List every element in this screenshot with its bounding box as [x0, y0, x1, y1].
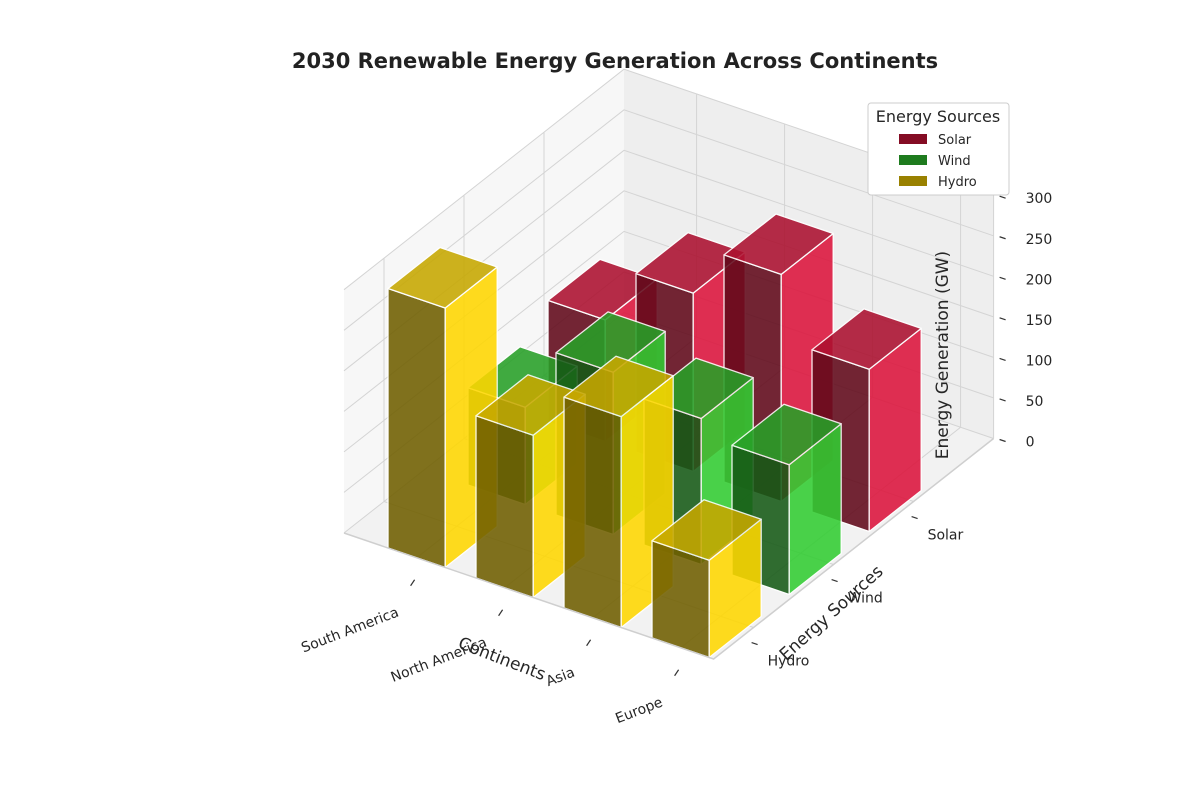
bar-top-face — [387, 246, 498, 309]
x-tick — [498, 609, 504, 617]
x-axis-label: Continents — [455, 634, 548, 686]
legend-swatch-hydro — [899, 176, 927, 186]
y-tick — [751, 641, 758, 646]
x-tick — [586, 639, 592, 647]
z-tick-label: 250 — [1026, 232, 1053, 248]
legend-items: Solar Wind Hydro — [899, 133, 977, 190]
z-tick-label: 300 — [1026, 191, 1053, 207]
legend-label-hydro: Hydro — [938, 175, 977, 190]
legend-label-wind: Wind — [938, 154, 971, 169]
bar-hydro-europe — [651, 499, 762, 659]
x-tick-label: Asia — [544, 665, 577, 690]
y-tick-label: Hydro — [768, 654, 810, 670]
x-tick-label: Europe — [613, 695, 665, 728]
z-tick — [999, 276, 1006, 280]
z-tick — [999, 398, 1006, 402]
legend-swatch-wind — [899, 155, 927, 165]
legend: Energy Sources Solar Wind Hydro — [867, 102, 1010, 196]
z-tick — [999, 236, 1006, 240]
y-tick — [831, 578, 838, 583]
z-tick-label: 200 — [1026, 272, 1053, 288]
bar-front-face — [387, 287, 446, 569]
x-tick — [410, 579, 416, 587]
y-tick-label: Wind — [848, 591, 883, 607]
legend-swatch-solar — [899, 134, 927, 144]
bar-top-face — [731, 403, 842, 466]
y-tick — [911, 515, 918, 520]
legend-box — [867, 102, 1010, 196]
z-tick-label: 50 — [1026, 394, 1044, 410]
z-tick — [999, 195, 1006, 199]
legend-label-solar: Solar — [938, 133, 972, 148]
x-tick — [674, 669, 680, 677]
z-tick — [999, 357, 1006, 361]
legend-title: Energy Sources — [876, 107, 1000, 126]
bar-top-face — [563, 355, 674, 418]
bars — [387, 213, 922, 659]
floor-edge — [343, 437, 995, 660]
chart-title: 2030 Renewable Energy Generation Across … — [292, 49, 938, 73]
x-tick-label: South America — [299, 605, 401, 657]
z-tick-label: 100 — [1026, 353, 1053, 369]
bar-front-face — [651, 540, 710, 659]
bar-front-face — [563, 396, 622, 629]
z-tick-label: 150 — [1026, 313, 1053, 329]
z-axis-label: Energy Generation (GW) — [933, 251, 953, 459]
z-tick — [999, 438, 1006, 443]
y-tick-label: Solar — [928, 528, 964, 544]
bar-top-face — [723, 213, 834, 276]
bar-top-face — [811, 308, 922, 370]
z-tick — [999, 317, 1006, 321]
bar-top-face — [555, 311, 666, 373]
z-tick-label: 0 — [1026, 435, 1035, 451]
bar-top-face — [651, 499, 762, 561]
bar-front-face — [475, 415, 534, 599]
